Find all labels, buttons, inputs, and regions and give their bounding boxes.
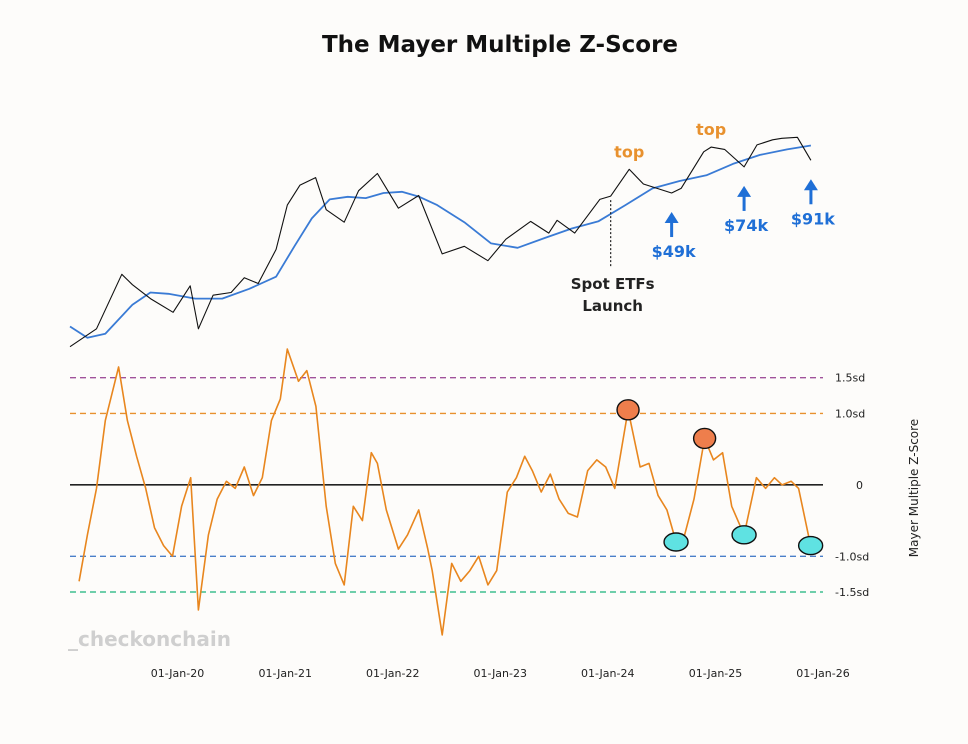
low-zscore-marker	[663, 532, 689, 552]
watermark-text: _checkonchain	[68, 627, 231, 651]
top-annotation: top	[696, 120, 726, 139]
ref-line-label: 1.5sd	[835, 372, 865, 385]
moving-average-line	[69, 144, 812, 339]
low-arrow-head	[737, 185, 752, 197]
price-series	[69, 136, 812, 348]
moving-average-series	[69, 144, 812, 339]
event-annotation-line: Launch	[582, 297, 643, 315]
annotations: top top $49k $74k $91k Spot ETFs Launch	[571, 120, 836, 315]
top-zscore-marker	[692, 427, 717, 450]
top-annotation: top	[614, 142, 644, 161]
low-arrow-head	[803, 179, 818, 191]
ref-line-label: 0	[856, 479, 863, 492]
x-tick-label: 01-Jan-25	[689, 667, 743, 680]
low-annotation: $91k	[791, 209, 835, 228]
low-annotation: $49k	[652, 242, 696, 261]
reference-lines: 1.5sd 1.0sd 0 -1.0sd -1.5sd	[70, 372, 869, 599]
x-tick-label: 01-Jan-26	[796, 667, 850, 680]
chart-title: The Mayer Multiple Z-Score	[322, 32, 678, 58]
event-annotation-line: Spot ETFs	[571, 275, 655, 293]
top-zscore-marker	[616, 399, 640, 421]
x-tick-label: 01-Jan-24	[581, 667, 635, 680]
x-tick-label: 01-Jan-22	[366, 667, 420, 680]
x-tick-label: 01-Jan-20	[151, 667, 205, 680]
price-line	[69, 136, 812, 348]
ref-line-label: 1.0sd	[835, 407, 865, 420]
low-annotation: $74k	[724, 216, 768, 235]
ref-line-label: -1.0sd	[835, 550, 869, 563]
low-zscore-marker	[731, 525, 757, 545]
zscore-markers	[616, 399, 824, 556]
x-axis-ticks: 01-Jan-20 01-Jan-21 01-Jan-22 01-Jan-23 01-J…	[151, 667, 850, 680]
ref-line-label: -1.5sd	[835, 586, 869, 599]
y-axis-label: Mayer Multiple Z-Score	[907, 419, 921, 557]
low-arrow-head	[664, 212, 679, 224]
low-zscore-marker	[797, 535, 824, 556]
x-tick-label: 01-Jan-23	[473, 667, 527, 680]
x-tick-label: 01-Jan-21	[259, 667, 313, 680]
